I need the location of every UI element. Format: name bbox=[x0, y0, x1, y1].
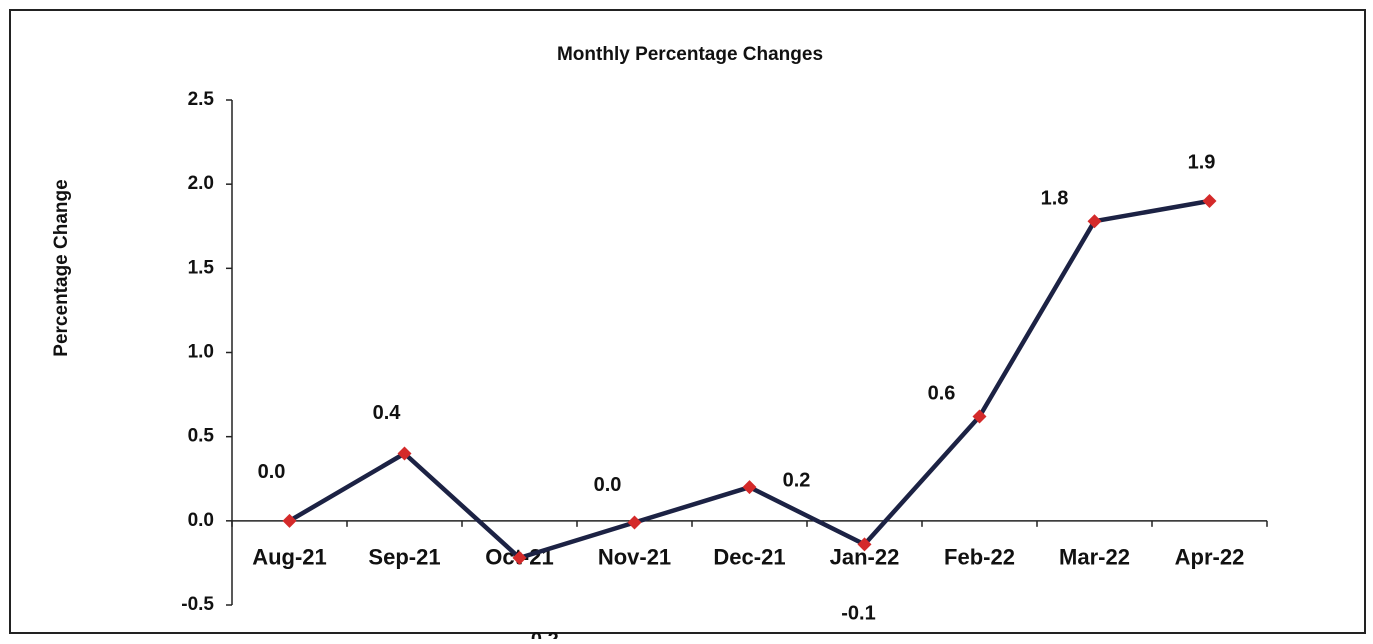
y-tick-label: 2.5 bbox=[188, 89, 215, 110]
x-tick-label: Aug-21 bbox=[252, 545, 327, 570]
x-tick-label: Dec-21 bbox=[713, 545, 785, 570]
y-tick-label: 1.5 bbox=[188, 257, 215, 278]
x-tick-label: Apr-22 bbox=[1175, 545, 1245, 570]
y-tick-label: 1.0 bbox=[188, 342, 214, 363]
y-tick-label: -0.5 bbox=[181, 594, 214, 615]
marker bbox=[512, 550, 527, 565]
x-tick-label: Feb-22 bbox=[944, 545, 1015, 570]
y-tick-label: 0.0 bbox=[188, 510, 214, 531]
marker bbox=[1087, 214, 1102, 229]
data-label: 0.2 bbox=[783, 469, 811, 491]
marker bbox=[742, 480, 757, 495]
data-label: 0.0 bbox=[258, 461, 286, 483]
chart-frame bbox=[9, 9, 1366, 634]
data-label: 0.4 bbox=[373, 402, 402, 424]
marker bbox=[627, 515, 642, 530]
marker bbox=[1202, 194, 1217, 208]
chart-title: Monthly Percentage Changes bbox=[557, 44, 823, 65]
x-tick-label: Sep-21 bbox=[368, 545, 440, 570]
marker bbox=[972, 409, 987, 424]
y-axis-label: Percentage Change bbox=[51, 179, 72, 356]
y-tick-label: 2.0 bbox=[188, 173, 214, 194]
marker bbox=[397, 446, 412, 461]
data-label: 0.0 bbox=[594, 474, 622, 496]
data-label: 1.9 bbox=[1188, 151, 1216, 173]
y-tick-label: 0.5 bbox=[188, 426, 215, 447]
data-label: -0.1 bbox=[841, 603, 875, 625]
data-label: 0.6 bbox=[928, 383, 956, 405]
marker bbox=[282, 513, 297, 528]
line bbox=[288, 198, 1210, 561]
x-tick-label: Nov-21 bbox=[598, 545, 671, 570]
x-tick-label: Mar-22 bbox=[1059, 545, 1130, 570]
data-label: 1.8 bbox=[1041, 187, 1069, 209]
marker bbox=[857, 537, 872, 552]
data-label: -0.2 bbox=[524, 629, 558, 639]
